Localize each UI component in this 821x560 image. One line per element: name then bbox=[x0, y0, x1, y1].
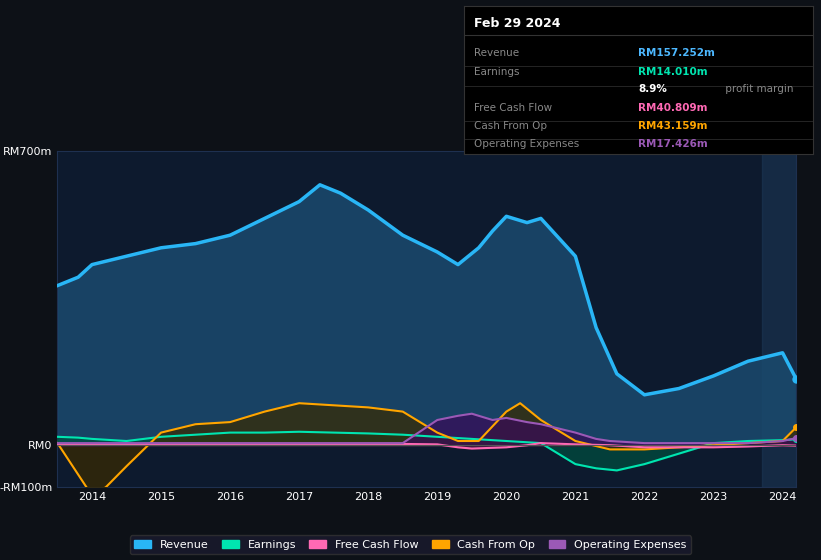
Text: 8.9%: 8.9% bbox=[639, 83, 667, 94]
Text: RM17.426m: RM17.426m bbox=[639, 139, 708, 148]
Legend: Revenue, Earnings, Free Cash Flow, Cash From Op, Operating Expenses: Revenue, Earnings, Free Cash Flow, Cash … bbox=[130, 535, 691, 554]
Text: Cash From Op: Cash From Op bbox=[475, 121, 548, 131]
Text: Earnings: Earnings bbox=[475, 67, 520, 77]
Text: RM157.252m: RM157.252m bbox=[639, 48, 715, 58]
Text: Operating Expenses: Operating Expenses bbox=[475, 139, 580, 148]
Text: profit margin: profit margin bbox=[722, 83, 794, 94]
Text: /yr: /yr bbox=[818, 139, 821, 148]
Text: RM40.809m: RM40.809m bbox=[639, 103, 708, 113]
Text: /yr: /yr bbox=[818, 103, 821, 113]
Text: RM43.159m: RM43.159m bbox=[639, 121, 708, 131]
Text: Revenue: Revenue bbox=[475, 48, 520, 58]
Text: /yr: /yr bbox=[818, 121, 821, 131]
Text: /yr: /yr bbox=[818, 67, 821, 77]
Bar bbox=[762, 151, 796, 487]
Text: Free Cash Flow: Free Cash Flow bbox=[475, 103, 553, 113]
Text: RM14.010m: RM14.010m bbox=[639, 67, 708, 77]
Text: Feb 29 2024: Feb 29 2024 bbox=[475, 17, 561, 30]
